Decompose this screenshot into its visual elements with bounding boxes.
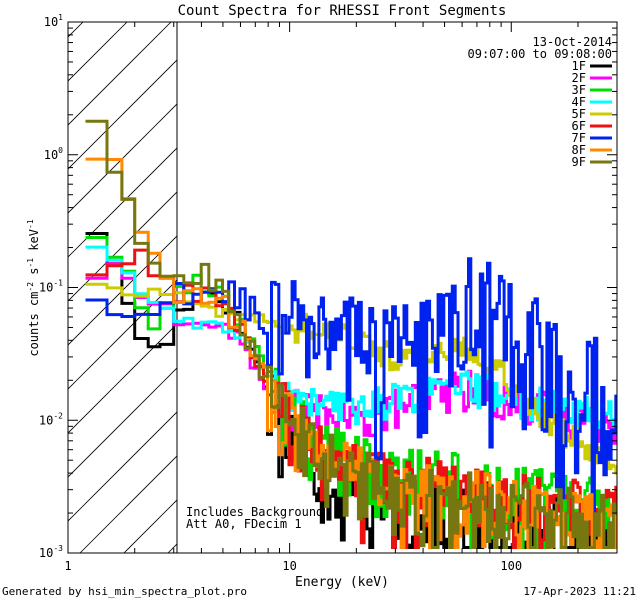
series-line-9F <box>85 119 617 549</box>
x-tick-label: 1 <box>64 559 71 573</box>
y-axis-label-exponent: -1 <box>26 219 35 229</box>
y-tick-label: 10-2 <box>39 411 63 427</box>
time-range-label: 09:07:00 to 09:08:00 <box>468 47 613 61</box>
footer-generator: Generated by hsi_min_spectra_plot.pro <box>2 585 247 598</box>
series-line-7F <box>85 257 617 521</box>
hatch-line <box>68 411 177 522</box>
annotation-background: Includes Background <box>186 505 323 519</box>
legend-label: 1F <box>572 59 586 73</box>
legend-label: 8F <box>572 143 586 157</box>
footer-timestamp: 17-Apr-2023 11:21 <box>523 585 636 598</box>
legend-label: 7F <box>572 131 586 145</box>
y-axis: 10-3 10-2 10-1 100 101 <box>39 13 617 560</box>
x-axis: 1 10 100 <box>64 22 618 573</box>
shaded-region <box>68 22 178 553</box>
y-tick-label: 100 <box>44 146 63 162</box>
y-axis-label-part: keV <box>27 229 41 258</box>
legend-label: 2F <box>572 71 586 85</box>
legend-label: 5F <box>572 107 586 121</box>
chart-title: Count Spectra for RHESSI Front Segments <box>178 3 507 19</box>
y-axis-label-exponent: -1 <box>26 258 35 268</box>
legend-label: 6F <box>572 119 586 133</box>
annotation-attenuator: Att A0, FDecim 1 <box>186 517 302 531</box>
x-tick-label: 10 <box>282 559 296 573</box>
hatch-line <box>68 367 177 478</box>
legend-label: 4F <box>572 95 586 109</box>
y-tick-label: 10-1 <box>39 279 63 295</box>
y-axis-label: counts cm-2 s-1 keV-1 <box>26 219 41 356</box>
hatch-line <box>68 235 177 346</box>
hatch-line <box>68 103 177 214</box>
y-tick-label: 101 <box>44 13 63 29</box>
x-tick-label: 100 <box>500 559 522 573</box>
date-label: 13-Oct-2014 <box>533 35 612 49</box>
hatch-line <box>68 59 177 170</box>
y-axis-label-part: s <box>27 268 41 282</box>
hatch-line <box>68 191 177 302</box>
legend-label: 9F <box>572 155 586 169</box>
legend-label: 3F <box>572 83 586 97</box>
hatch-line <box>79 455 177 553</box>
hatch-line <box>68 22 84 38</box>
hatch-line <box>68 22 128 82</box>
hatch-line <box>68 22 172 126</box>
series-lines <box>85 119 617 549</box>
y-axis-label-exponent: -2 <box>26 282 35 292</box>
y-axis-label-part: counts cm <box>27 292 41 357</box>
x-axis-label: Energy (keV) <box>295 575 389 590</box>
y-tick-label: 10-3 <box>39 544 63 560</box>
